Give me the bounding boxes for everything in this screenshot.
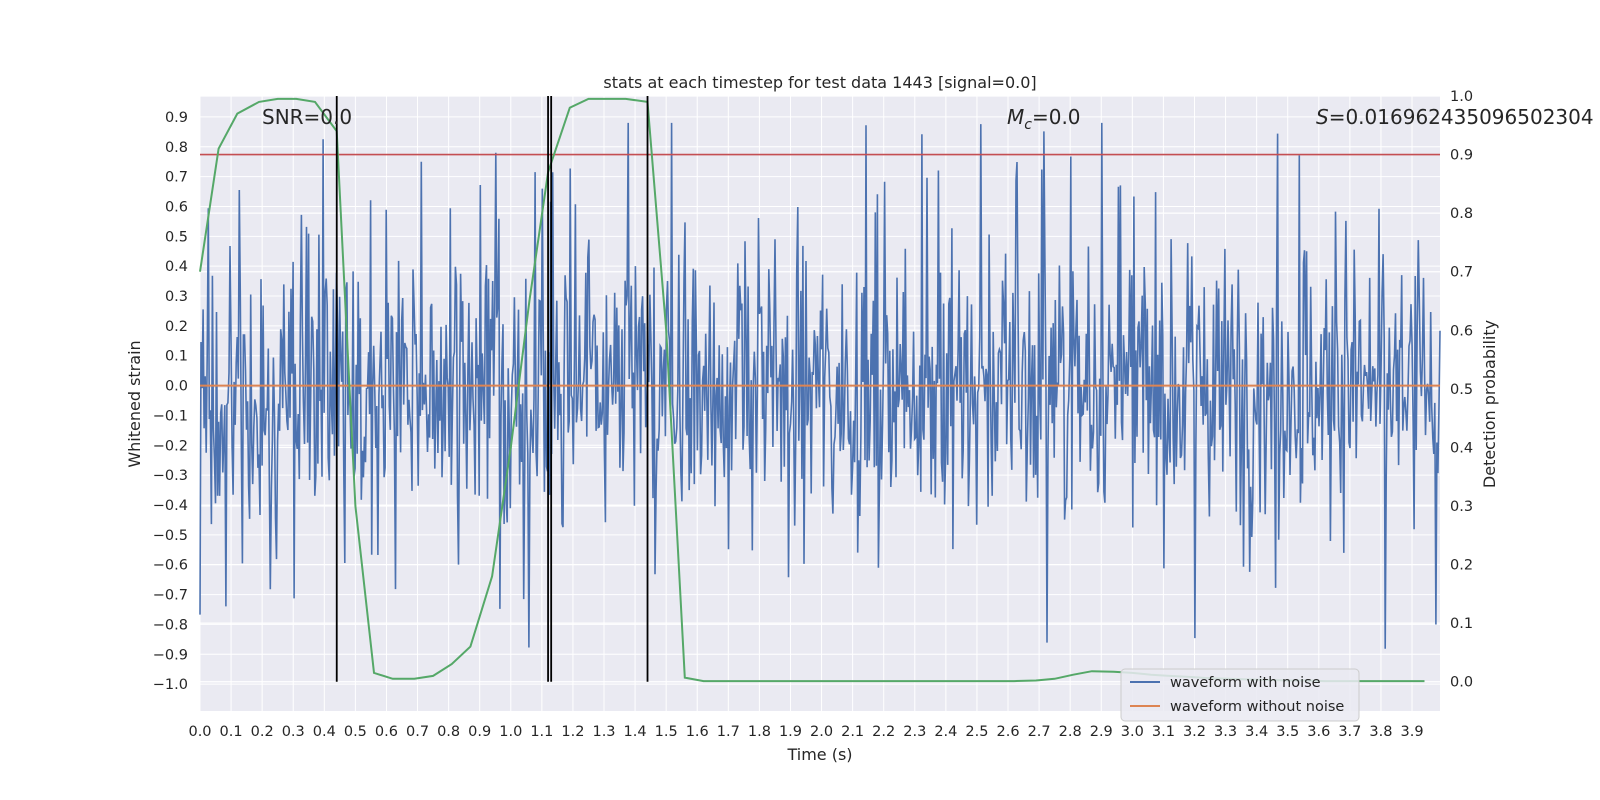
x-tick-label: 2.6 [996,724,1019,740]
x-tick-label: 0.7 [406,724,429,740]
legend-label-noise: waveform with noise [1170,675,1321,691]
y-tick-label: −0.7 [153,588,188,604]
y2-axis-ticks: 1.0 0.9 0.8 0.7 0.6 0.5 0.4 0.3 0.2 0.1 0.0 [1450,89,1473,691]
x-tick-label: 1.7 [717,724,740,740]
x-tick-label: 3.0 [1121,724,1144,740]
y2-tick-label: 0.2 [1450,558,1473,574]
legend-label-clean: waveform without noise [1170,699,1344,715]
y-tick-label: 0.1 [165,349,188,365]
y2-tick-label: 1.0 [1450,89,1473,105]
x-tick-label: 3.4 [1245,724,1268,740]
x-tick-label: 2.8 [1059,724,1082,740]
x-tick-label: 0.3 [282,724,305,740]
noise-waveform-line [199,122,1441,649]
x-tick-label: 3.2 [1183,724,1206,740]
y-tick-label: 0.5 [165,229,188,245]
y2-tick-label: 0.8 [1450,206,1473,222]
y-tick-label: 0.8 [165,140,188,156]
x-tick-label: 1.8 [748,724,771,740]
mc-subscript: c [1024,117,1032,133]
y-tick-label: −0.2 [153,438,188,454]
y-tick-label: 0.7 [165,170,188,186]
y2-tick-label: 0.1 [1450,616,1473,632]
x-tick-label: 3.8 [1369,724,1392,740]
x-tick-label: 1.4 [624,724,647,740]
s-annotation: S=0.016962435096502304 [1316,105,1594,129]
y2-tick-label: 0.3 [1450,499,1473,515]
x-tick-label: 2.7 [1028,724,1051,740]
x-tick-label: 3.6 [1307,724,1330,740]
y2-tick-label: 0.5 [1450,382,1473,398]
x-tick-label: 1.9 [779,724,802,740]
y-axis-label: Whitened strain [125,340,144,467]
mc-annotation: Mc=0.0 [1007,105,1081,133]
legend: waveform with noise waveform without noi… [1120,668,1360,722]
y-tick-label: 0.6 [165,199,188,215]
x-tick-label: 0.0 [188,724,211,740]
y-tick-label: 0.4 [165,259,188,275]
legend-box [1120,668,1360,722]
y-tick-label: −0.5 [153,528,188,544]
x-tick-label: 1.3 [592,724,615,740]
x-tick-label: 2.1 [841,724,864,740]
y2-tick-label: 0.6 [1450,323,1473,339]
x-tick-label: 1.5 [655,724,678,740]
x-tick-label: 1.1 [530,724,553,740]
mc-value: =0.0 [1032,105,1081,129]
y2-tick-label: 0.0 [1450,675,1473,691]
snr-annotation: SNR=0.0 [262,105,352,129]
x-tick-label: 0.5 [344,724,367,740]
y-tick-label: −1.0 [153,677,188,693]
y-tick-label: −0.9 [153,647,188,663]
x-tick-label: 3.7 [1338,724,1361,740]
x-tick-label: 2.9 [1090,724,1113,740]
y-tick-label: −0.4 [153,498,188,514]
x-tick-label: 1.0 [499,724,522,740]
series-waveform-with-noise [199,122,1441,649]
chart-title: stats at each timestep for test data 144… [603,73,1036,92]
x-tick-label: 3.1 [1152,724,1175,740]
x-tick-label: 3.9 [1400,724,1423,740]
s-value: =0.016962435096502304 [1329,105,1594,129]
y2-tick-label: 0.4 [1450,440,1473,456]
x-tick-label: 0.9 [468,724,491,740]
y2-tick-label: 0.9 [1450,148,1473,164]
x-tick-label: 1.2 [561,724,584,740]
x-axis-label: Time (s) [786,745,852,764]
y-tick-label: 0.9 [165,110,188,126]
y-tick-label: −0.1 [153,408,188,424]
x-tick-label: 3.5 [1276,724,1299,740]
s-symbol: S [1316,105,1329,129]
y2-tick-label: 0.7 [1450,265,1473,281]
y-tick-label: −0.3 [153,468,188,484]
y-tick-label: 0.0 [165,379,188,395]
y-tick-label: −0.6 [153,558,188,574]
y2-axis-label: Detection probability [1480,320,1499,488]
x-tick-label: 2.2 [872,724,895,740]
x-tick-label: 3.3 [1214,724,1237,740]
x-tick-label: 2.4 [934,724,957,740]
x-axis-ticks: 0.0 0.1 0.2 0.3 0.4 0.5 0.6 0.7 0.8 0.9 1.0 1.1 1.2 1… [188,724,1423,740]
x-tick-label: 0.1 [220,724,243,740]
y-tick-label: 0.2 [165,319,188,335]
x-tick-label: 0.2 [251,724,274,740]
vertical-markers [335,96,649,682]
y-axis-ticks: 0.9 0.8 0.7 0.6 0.5 0.4 0.3 0.2 0.1 0.0 −0.1 −0.2 −0… [153,110,188,693]
x-tick-label: 0.6 [375,724,398,740]
x-tick-label: 2.3 [903,724,926,740]
x-tick-label: 0.8 [437,724,460,740]
x-tick-label: 2.5 [965,724,988,740]
x-tick-label: 2.0 [810,724,833,740]
mc-symbol: M [1007,105,1024,129]
x-tick-label: 1.6 [686,724,709,740]
y-tick-label: −0.8 [153,617,188,633]
x-tick-label: 0.4 [313,724,336,740]
y-tick-label: 0.3 [165,289,188,305]
